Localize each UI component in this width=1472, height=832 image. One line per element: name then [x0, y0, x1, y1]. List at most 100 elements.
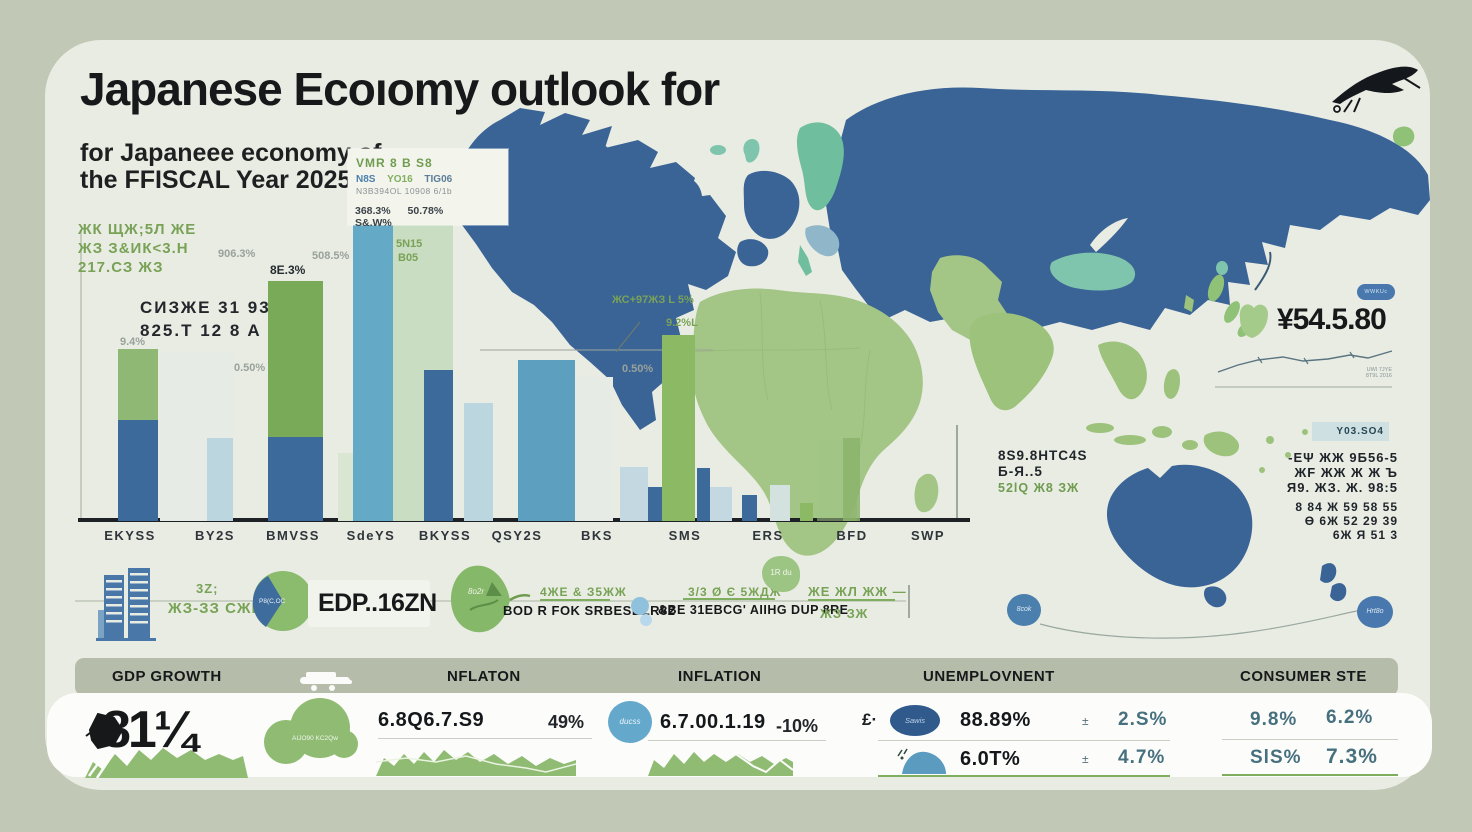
map-africa	[691, 288, 923, 556]
legend-series-1: N8S	[356, 174, 376, 185]
truck-icon	[300, 672, 352, 691]
map-bottom-curve	[1039, 609, 1363, 639]
chart-black-note: СИЗЖЕ 31 93 825.T 12 8 A	[140, 296, 271, 342]
unemployment-r1-underline	[878, 740, 1170, 741]
legend-series-3: TIG06	[424, 174, 453, 185]
cloud-icon	[264, 698, 358, 764]
midband-note4b: ЖЗ ЗЖ	[820, 606, 869, 621]
unemployment-icon: £·	[862, 710, 878, 729]
legend-value-3: S&.W%	[355, 217, 392, 229]
gdp-arrow-icon	[85, 712, 124, 750]
gdp-sparkline	[85, 748, 248, 778]
yen-value: ¥54.5.80	[1277, 303, 1387, 336]
edp-value: EDP..16ZN	[318, 589, 437, 617]
legend-value-2: 50.78%	[407, 205, 444, 217]
map-new-guinea	[1203, 431, 1240, 457]
legend-title: VMR 8 B S8	[356, 156, 433, 170]
inflation2-sparkline	[648, 751, 793, 776]
map-italy	[798, 245, 812, 276]
inflation1-underline	[378, 738, 592, 739]
map-circle-badge-2: Hrt8o	[1357, 596, 1393, 628]
map-india	[969, 312, 1054, 411]
unemployment-r2-pct: 4.7%	[1118, 747, 1166, 768]
legend-series-row: N8S YO16 TIG06	[356, 174, 461, 185]
chart-left-note-line3: 217.СЗ ЖЗ	[78, 259, 164, 276]
pie-chart-label-glyphs: P8(C,OC	[259, 598, 286, 605]
right-sparkline	[1217, 350, 1393, 373]
midband-note2-green: 4ЖЕ & З5ЖЖ	[540, 585, 627, 599]
sparkline-caption-line1: UWI 7JYE	[1366, 367, 1392, 373]
unemployment-r1-pct: 2.S%	[1118, 709, 1168, 730]
leaf-icon: 8o2r	[450, 565, 531, 633]
yen-green-blob	[1239, 304, 1268, 338]
legend-value-1: 368.3%	[355, 205, 391, 217]
map-new-zealand	[1320, 563, 1347, 602]
legend-series-2: YO16	[387, 174, 413, 185]
chart-left-note-line1: ЖК ЩЖ;5Л ЖЕ	[78, 221, 197, 238]
inflation2-underline	[648, 740, 826, 741]
map-west-europe	[743, 170, 800, 239]
consumer-r1-value-a: 9.8%	[1250, 709, 1298, 730]
map-uk	[743, 139, 760, 163]
consumer-r1-underline	[1222, 739, 1398, 740]
unemployment-r1-pm: ±	[1082, 714, 1089, 728]
inflation2-pct: -10%	[776, 716, 819, 736]
droplet-icon	[631, 597, 652, 626]
unemployment-r2-pm: ±	[1082, 752, 1089, 766]
map-tasmania	[1204, 586, 1227, 608]
map-korea	[1184, 295, 1194, 312]
inflation1-value: 6.8Q6.7.S9	[378, 709, 485, 731]
header-consumer: CONSUMER STE	[1240, 668, 1367, 685]
legend-subrow: N3B394OL 10908 6/1b	[356, 186, 453, 196]
map-indochina	[1098, 341, 1147, 400]
inflation1-sparkline	[376, 750, 576, 776]
sparkline-caption: UWI 7JYE 8T9L 2016	[1332, 367, 1392, 379]
stats-header-band	[75, 658, 1398, 696]
right-block1-line3: Я9. ЖЗ. Ж. 98:5	[1286, 480, 1398, 495]
map-philippines	[1163, 369, 1180, 399]
midband-note3-black: &BE 31EBCG' AIIHG DUP 8RE	[658, 603, 849, 617]
unemployment-r2-underline	[878, 775, 1170, 777]
right-block2-line2: Ө 6Ж 52 29 39	[1304, 514, 1398, 528]
right-block1-line2: ЖF ЖЖ Ж Ж Ъ	[1294, 465, 1398, 480]
sparkline-caption-line2: 8T9L 2016	[1365, 373, 1392, 379]
currency-pill-badge: WWKUc	[1357, 284, 1395, 300]
subtitle-line1: for Japaneee economy of	[80, 139, 382, 167]
chart-left-note-line2: ЖЗ З&ИК<3.Н	[78, 240, 189, 257]
inflation2-circle-badge: ducss	[608, 701, 652, 743]
map-balkans	[805, 225, 840, 257]
map-mongolia	[1050, 252, 1136, 291]
map-annotation: 8S9.8HTC4S Б-Я..5 52lQ Ж8 ЗЖ	[998, 448, 1088, 496]
map-annotation-line3: 52lQ Ж8 ЗЖ	[998, 481, 1080, 495]
subtitle-line2: the FFISCAL Year 2025	[80, 166, 352, 194]
map-annotation-line1: 8S9.8HTC4S	[998, 448, 1088, 463]
right-block2-line1: 8 84 Ж 59 58 55	[1295, 500, 1398, 514]
chart-left-note: ЖК ЩЖ;5Л ЖЕ ЖЗ З&ИК<3.Н 217.СЗ ЖЗ	[78, 220, 196, 277]
header-nflaton: NFLATON	[447, 668, 521, 685]
consumer-r2-underline	[1222, 774, 1398, 776]
consumer-r1-value-b: 6.2%	[1326, 707, 1374, 728]
pie-chart-icon: P8(C,OC	[252, 571, 313, 631]
inflation1-pct: 49%	[548, 712, 585, 732]
unemployment-badge: Sawis	[890, 705, 940, 736]
unemployment-r2-value: 6.0T%	[960, 748, 1021, 770]
header-unemployment: UNEMPLOVNENT	[923, 668, 1055, 685]
leaf-label-glyphs: 8o2r	[468, 587, 484, 596]
inflation2-value: 6.7.00.1.19	[660, 711, 766, 733]
right-block2-line3: 6Ж Я 51 3	[1332, 528, 1398, 542]
right-block1-line1: -ЕΨ ЖЖ 9Б56-5	[1288, 450, 1398, 465]
header-inflation: INFLATION	[678, 668, 762, 685]
header-gdp-growth: GDP GROWTH	[112, 668, 222, 685]
leaf-badge: 1R du	[762, 556, 800, 592]
wave-icon	[897, 748, 946, 774]
midband-note1a: 3Z;	[196, 581, 219, 596]
map-australia	[1106, 464, 1253, 588]
building-icon	[96, 568, 156, 641]
map-iberia	[737, 239, 769, 267]
map-madagascar	[914, 473, 939, 513]
cloud-label: AIJO90 KC2Qw	[292, 735, 338, 742]
legend-values-row: 368.3% 50.78% S&.W%	[355, 205, 508, 229]
map-scandinavia	[796, 122, 844, 211]
chart-black-note-line1: СИЗЖЕ 31 93	[140, 298, 271, 317]
